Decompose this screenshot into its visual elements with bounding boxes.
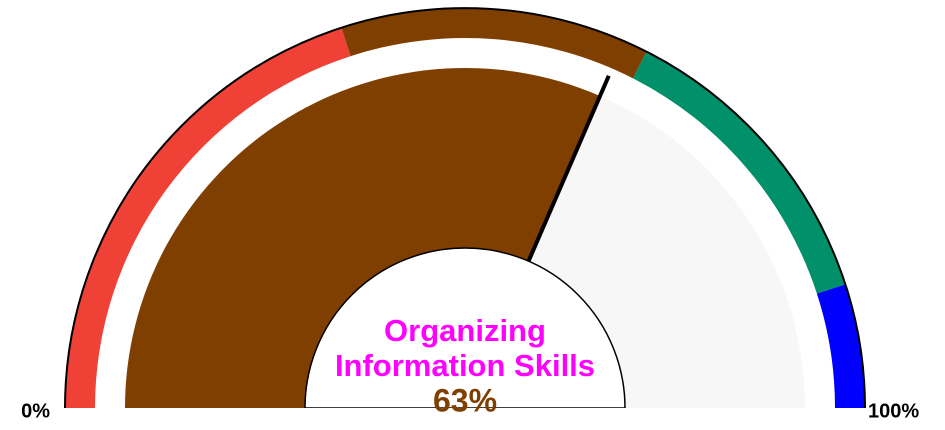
gauge-band bbox=[65, 27, 351, 408]
gauge-title: Information Skills bbox=[335, 348, 595, 383]
gauge-band bbox=[816, 284, 865, 408]
gauge-fill bbox=[125, 68, 601, 408]
hub-base bbox=[303, 408, 627, 412]
gauge-hub bbox=[304, 247, 626, 409]
tick-label: 0% bbox=[21, 400, 50, 422]
gauge-outline bbox=[64, 7, 866, 409]
gauge-needle bbox=[526, 74, 611, 262]
tick-label: 100% bbox=[868, 400, 919, 422]
value-label: 63% bbox=[433, 382, 497, 418]
gauge-band bbox=[341, 7, 647, 79]
gauge-remainder bbox=[528, 95, 805, 408]
gauge-title: Organizing bbox=[384, 313, 546, 348]
gauge-band bbox=[632, 51, 846, 294]
